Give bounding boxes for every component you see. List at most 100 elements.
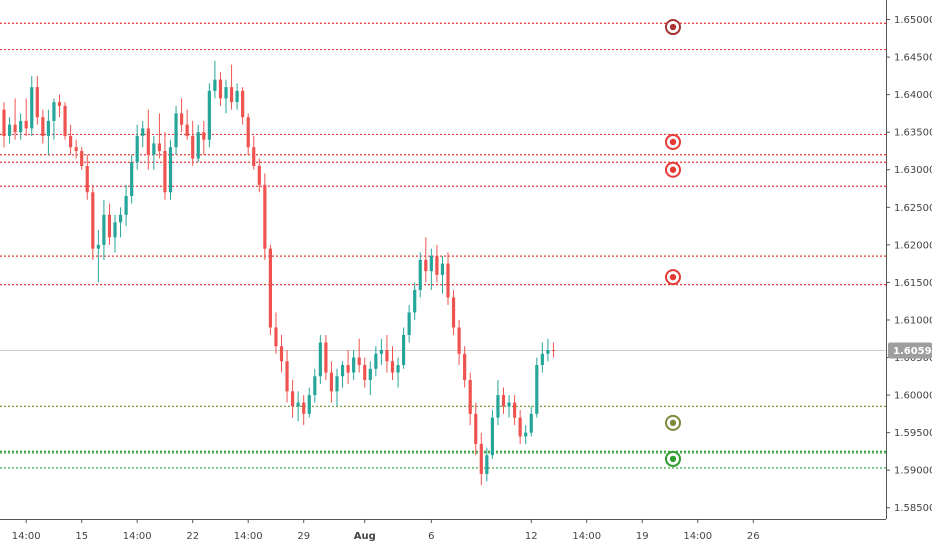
- candle-50[interactable]: [279, 334, 284, 373]
- level-marker-5[interactable]: [665, 450, 681, 467]
- candle-49[interactable]: [274, 312, 278, 354]
- level-marker-1[interactable]: [665, 133, 681, 150]
- candle-91[interactable]: [507, 395, 511, 418]
- candle-46[interactable]: [257, 158, 261, 193]
- candle-24[interactable]: [135, 124, 139, 170]
- candle-78[interactable]: [435, 244, 439, 283]
- candle-28[interactable]: [157, 113, 161, 159]
- candle-0[interactable]: [2, 102, 6, 148]
- candle-14[interactable]: [80, 147, 84, 170]
- candle-99[interactable]: [551, 342, 556, 358]
- candle-77[interactable]: [429, 248, 433, 290]
- candle-27[interactable]: [152, 135, 156, 170]
- candle-25[interactable]: [141, 120, 145, 148]
- candle-22[interactable]: [124, 184, 128, 227]
- candle-4[interactable]: [24, 98, 28, 136]
- candle-89[interactable]: [496, 380, 500, 426]
- candle-5[interactable]: [30, 75, 34, 136]
- candle-40[interactable]: [224, 79, 228, 114]
- candle-65[interactable]: [363, 357, 367, 388]
- candle-93[interactable]: [518, 410, 522, 444]
- candle-59[interactable]: [329, 361, 334, 403]
- candle-38[interactable]: [213, 60, 217, 99]
- candle-74[interactable]: [413, 282, 417, 320]
- candle-67[interactable]: [374, 346, 378, 377]
- candle-87[interactable]: [485, 447, 489, 482]
- candle-13[interactable]: [74, 139, 78, 159]
- candle-94[interactable]: [524, 425, 528, 444]
- candle-31[interactable]: [174, 105, 178, 155]
- candle-2[interactable]: [13, 98, 17, 140]
- candle-58[interactable]: [324, 334, 328, 381]
- candle-64[interactable]: [357, 338, 361, 373]
- candle-69[interactable]: [385, 334, 389, 373]
- candle-80[interactable]: [446, 252, 450, 305]
- level-marker-4[interactable]: [665, 414, 681, 431]
- candle-85[interactable]: [474, 402, 478, 456]
- candle-71[interactable]: [396, 357, 400, 388]
- candle-68[interactable]: [379, 338, 383, 366]
- candle-96[interactable]: [535, 357, 539, 418]
- candle-19[interactable]: [107, 203, 112, 245]
- candle-20[interactable]: [113, 214, 117, 253]
- candle-1[interactable]: [7, 117, 12, 144]
- candle-44[interactable]: [246, 113, 250, 155]
- candle-76[interactable]: [424, 237, 428, 283]
- candle-95[interactable]: [529, 406, 533, 437]
- candle-17[interactable]: [96, 229, 100, 283]
- candle-48[interactable]: [268, 244, 272, 335]
- candle-9[interactable]: [52, 98, 56, 140]
- candle-39[interactable]: [218, 72, 223, 106]
- candle-90[interactable]: [501, 387, 506, 414]
- candle-55[interactable]: [307, 387, 311, 418]
- candle-6[interactable]: [35, 75, 39, 125]
- candle-62[interactable]: [346, 350, 350, 384]
- candle-8[interactable]: [46, 109, 50, 155]
- candle-56[interactable]: [313, 368, 317, 403]
- level-marker-2[interactable]: [665, 161, 681, 178]
- candle-21[interactable]: [118, 207, 123, 238]
- candle-61[interactable]: [340, 361, 345, 388]
- candle-43[interactable]: [241, 87, 245, 125]
- candle-52[interactable]: [291, 380, 295, 418]
- candle-84[interactable]: [468, 372, 472, 426]
- candle-7[interactable]: [41, 109, 45, 144]
- candle-23[interactable]: [130, 154, 134, 204]
- candle-72[interactable]: [402, 327, 406, 369]
- candle-29[interactable]: [163, 132, 167, 200]
- candle-15[interactable]: [85, 154, 89, 200]
- candle-45[interactable]: [252, 135, 256, 170]
- candle-75[interactable]: [418, 252, 422, 298]
- candle-54[interactable]: [302, 395, 306, 426]
- candle-16[interactable]: [91, 184, 95, 260]
- candle-60[interactable]: [335, 368, 339, 407]
- candle-53[interactable]: [296, 391, 300, 422]
- candle-88[interactable]: [490, 410, 494, 459]
- candle-37[interactable]: [207, 83, 211, 148]
- level-marker-0[interactable]: [665, 19, 681, 36]
- candle-34[interactable]: [191, 120, 195, 166]
- candle-32[interactable]: [180, 98, 184, 133]
- level-marker-3[interactable]: [665, 269, 681, 286]
- candle-30[interactable]: [168, 139, 173, 200]
- candle-51[interactable]: [285, 350, 289, 403]
- candle-41[interactable]: [229, 64, 234, 110]
- candle-70[interactable]: [390, 346, 395, 381]
- candle-57[interactable]: [318, 334, 322, 384]
- candle-97[interactable]: [540, 342, 544, 373]
- candle-86[interactable]: [479, 432, 483, 486]
- candle-92[interactable]: [513, 395, 517, 426]
- candle-63[interactable]: [352, 350, 356, 381]
- candle-26[interactable]: [146, 109, 150, 170]
- candle-98[interactable]: [546, 338, 550, 362]
- candle-42[interactable]: [235, 83, 239, 110]
- candle-47[interactable]: [263, 173, 267, 260]
- candle-79[interactable]: [440, 256, 445, 294]
- candle-12[interactable]: [69, 124, 73, 155]
- candle-10[interactable]: [57, 94, 62, 118]
- candle-82[interactable]: [457, 319, 461, 366]
- candle-3[interactable]: [19, 113, 23, 140]
- candle-18[interactable]: [102, 199, 106, 260]
- candle-81[interactable]: [451, 289, 456, 335]
